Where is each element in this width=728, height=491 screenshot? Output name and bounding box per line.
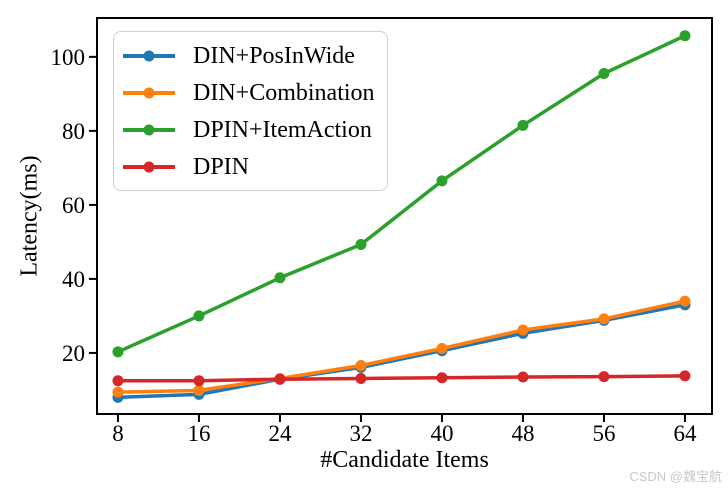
x-tick-label: 32 <box>349 421 372 446</box>
legend-label: DIN+Combination <box>193 79 375 106</box>
series-line-dpin <box>116 374 687 383</box>
data-point-dpin-itemaction <box>193 310 205 322</box>
legend-line-marker-icon <box>123 124 175 135</box>
series-line-din-combination <box>116 299 687 394</box>
data-point-din-combination <box>598 313 610 325</box>
series-line-dpin-itemaction <box>116 34 687 354</box>
y-tick-label: 60 <box>62 193 85 218</box>
legend-line-marker-icon <box>123 87 175 98</box>
y-tick-label: 80 <box>62 119 85 144</box>
data-point-din-combination <box>436 342 448 354</box>
x-tick-label: 40 <box>430 421 453 446</box>
series-line-din-posinwide <box>116 303 687 400</box>
x-tick-label: 24 <box>268 421 292 446</box>
data-point-dpin-itemaction <box>679 30 691 42</box>
legend-item-dpin: DPIN <box>123 148 375 185</box>
data-point-dpin <box>517 371 529 383</box>
y-tick-label: 40 <box>62 267 85 292</box>
axes-frame <box>96 17 713 415</box>
data-point-din-combination <box>679 295 691 307</box>
data-point-dpin-itemaction <box>517 119 529 131</box>
y-tick-label: 20 <box>62 341 85 366</box>
x-tick-label: 56 <box>592 421 615 446</box>
legend-label: DIN+PosInWide <box>193 42 355 69</box>
data-point-dpin-itemaction <box>355 238 367 250</box>
legend-line-marker-icon <box>123 50 175 61</box>
data-point-din-combination <box>355 360 367 372</box>
data-point-din-combination <box>193 384 205 396</box>
data-point-dpin <box>193 375 205 387</box>
data-point-dpin <box>598 371 610 383</box>
x-tick-label: 8 <box>112 421 124 446</box>
data-point-dpin-itemaction <box>436 175 448 187</box>
data-point-dpin <box>679 370 691 382</box>
legend-marker <box>143 50 155 61</box>
legend-marker <box>143 124 155 135</box>
data-point-dpin-itemaction <box>598 68 610 80</box>
data-point-dpin <box>274 373 286 385</box>
x-axis-label: #Candidate Items <box>320 447 489 473</box>
legend-label: DPIN <box>193 153 250 180</box>
data-point-dpin-itemaction <box>274 272 286 284</box>
x-tick-label: 16 <box>187 421 210 446</box>
y-axis-label: Latency(ms) <box>16 155 43 277</box>
legend-item-dpin-itemaction: DPIN+ItemAction <box>123 111 375 148</box>
data-point-dpin <box>355 372 367 384</box>
data-point-din-combination <box>517 324 529 336</box>
data-point-dpin-itemaction <box>112 346 124 358</box>
legend-marker <box>143 161 155 172</box>
legend-item-din-combination: DIN+Combination <box>123 74 375 111</box>
x-tick-label: 64 <box>673 421 697 446</box>
data-point-din-combination <box>112 386 124 398</box>
x-tick-label: 48 <box>511 421 534 446</box>
data-point-dpin <box>112 375 124 387</box>
watermark: CSDN @魏宝航 <box>629 469 722 484</box>
data-point-dpin <box>436 372 448 384</box>
legend-marker <box>143 87 155 98</box>
legend: DIN+PosInWide DIN+Combination DPIN+ItemAct… <box>113 31 388 191</box>
legend-item-din-posinwide: DIN+PosInWide <box>123 37 375 74</box>
legend-label: DPIN+ItemAction <box>193 116 372 143</box>
y-tick-label: 100 <box>51 45 86 70</box>
legend-line-marker-icon <box>123 161 175 172</box>
